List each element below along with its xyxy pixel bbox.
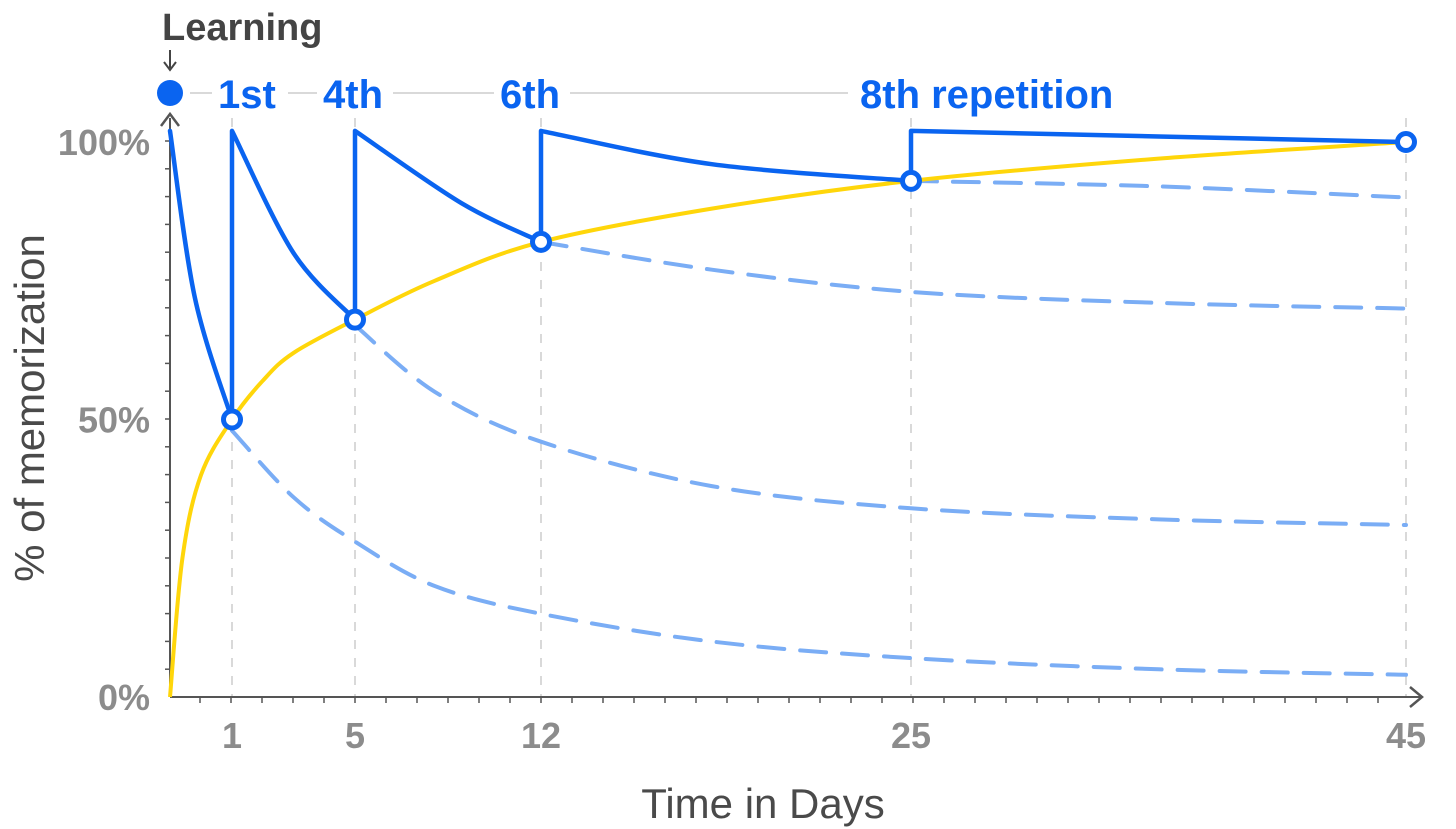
forgetting-curve	[908, 128, 1409, 184]
axis-layer: 1 5 12 25 45 0% 50% 100%	[58, 111, 1426, 756]
review-point	[900, 169, 922, 192]
learning-label: Learning	[162, 7, 322, 49]
forgetting-curve	[352, 128, 544, 322]
x-tick-label: 12	[521, 715, 561, 756]
review-point	[1395, 131, 1417, 153]
decay-curves	[230, 178, 1408, 677]
review-point	[530, 230, 552, 253]
repetition-label-bg	[494, 68, 570, 118]
review-point	[344, 308, 366, 331]
forgetting-curve	[538, 128, 914, 245]
review-points	[157, 80, 1417, 431]
repetition-label-bg	[212, 68, 288, 118]
y-tick-label: 100%	[58, 122, 150, 163]
decay-curve	[909, 178, 1408, 200]
x-tick-label: 1	[222, 715, 242, 756]
retention-curve	[168, 140, 1407, 698]
x-tick-label: 45	[1386, 715, 1426, 756]
decay-curve	[539, 239, 1408, 311]
repetition-label-bg	[854, 68, 1172, 118]
decay-curve	[353, 323, 1408, 527]
grid-layer	[190, 92, 1407, 697]
repetition-label-bg	[317, 68, 393, 118]
repetition-label: 1st	[218, 73, 276, 117]
y-axis-title: % of memorization	[6, 234, 53, 582]
forgetting-curve	[229, 128, 358, 422]
review-point	[221, 408, 243, 431]
y-axis-arrow	[160, 111, 180, 127]
y-tick-label: 50%	[78, 400, 150, 441]
repetition-label: 4th	[323, 73, 383, 117]
x-tick-label: 25	[891, 715, 931, 756]
retention-curve-layer	[168, 140, 1407, 698]
forgetting-curve	[167, 128, 235, 422]
label-layer: Learning 1st 4th 6th 8th repetition	[162, 7, 1172, 118]
repetition-label: 8th repetition	[860, 73, 1113, 117]
learning-arrow	[163, 50, 177, 72]
x-axis-title: Time in Days	[641, 780, 885, 827]
y-tick-label: 0%	[98, 677, 150, 718]
forgetting-curves	[167, 128, 1409, 422]
repetition-label: 6th	[500, 73, 560, 117]
decay-curve	[230, 428, 1408, 677]
x-tick-label: 5	[345, 715, 365, 756]
learning-point	[157, 80, 183, 106]
x-axis-arrow	[1409, 686, 1424, 708]
